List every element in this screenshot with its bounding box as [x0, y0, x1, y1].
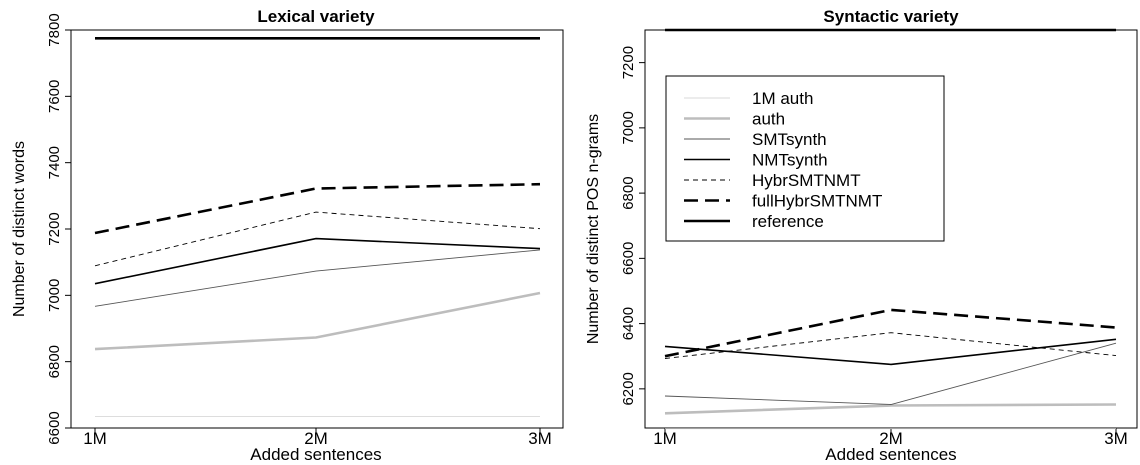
- syntactic-variety-panel: Syntactic variety 6200 6400 6600 6800 7000 72…: [585, 7, 1137, 464]
- x-axis-label: Added sentences: [825, 445, 956, 464]
- series-line-auth: [95, 293, 540, 349]
- y-tick-label: 7200: [620, 46, 637, 79]
- x-tick-label: 1M: [83, 429, 107, 448]
- y-axis: 6600 6800 7000 7200 7400 7600 7800: [46, 13, 71, 444]
- series-line-nmtsynth: [95, 239, 540, 284]
- y-tick-label: 6400: [620, 307, 637, 340]
- x-axis-label: Added sentences: [250, 445, 381, 464]
- y-tick-label: 6200: [620, 372, 637, 405]
- x-tick-label: 3M: [528, 429, 552, 448]
- y-axis: 6200 6400 6600 6800 7000 7200: [620, 46, 645, 406]
- series-lines: [95, 38, 540, 416]
- legend-label: 1M auth: [752, 89, 813, 108]
- series-line-auth: [665, 405, 1116, 414]
- series-line-hybrsmtnmt: [665, 333, 1116, 359]
- chart-title: Lexical variety: [257, 7, 375, 26]
- y-axis-label: Number of distinct POS n-grams: [585, 114, 602, 344]
- y-tick-label: 6800: [620, 176, 637, 209]
- legend-label: HybrSMTNMT: [752, 171, 861, 190]
- series-line-smtsynth: [95, 250, 540, 306]
- y-axis-label: Number of distinct words: [11, 141, 28, 317]
- y-tick-label: 7800: [46, 13, 63, 46]
- y-tick-label: 6800: [46, 345, 63, 378]
- y-tick-label: 7600: [46, 80, 63, 113]
- y-tick-label: 6600: [620, 242, 637, 275]
- y-tick-label: 7400: [46, 146, 63, 179]
- legend-label: auth: [752, 110, 785, 129]
- legend-label: NMTsynth: [752, 151, 828, 170]
- series-line-fullhybrsmtnmt: [95, 184, 540, 233]
- y-tick-label: 6600: [46, 411, 63, 444]
- plot-frame: [71, 30, 563, 428]
- legend-label: SMTsynth: [752, 130, 827, 149]
- y-tick-label: 7200: [46, 212, 63, 245]
- y-tick-label: 7000: [46, 279, 63, 312]
- legend-label: fullHybrSMTNMT: [752, 192, 882, 211]
- lexical-variety-panel: Lexical variety 6600 6800 7000 7200 7400 7600…: [11, 7, 563, 464]
- x-tick-label: 1M: [653, 429, 677, 448]
- x-tick-label: 3M: [1104, 429, 1128, 448]
- y-tick-label: 7000: [620, 111, 637, 144]
- legend-label: reference: [752, 212, 824, 231]
- chart-title: Syntactic variety: [823, 7, 959, 26]
